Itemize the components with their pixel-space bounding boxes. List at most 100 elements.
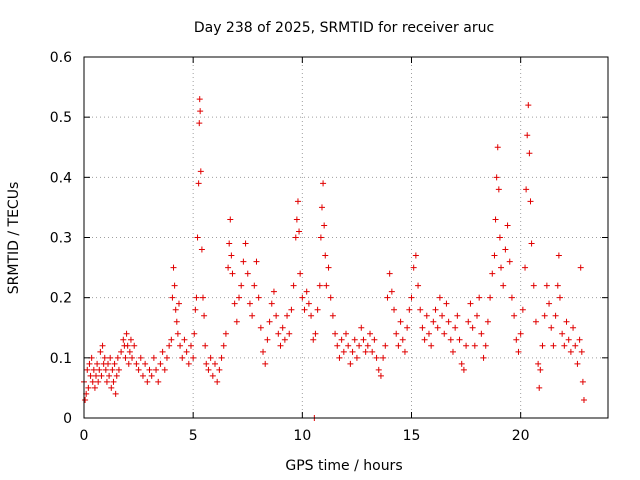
data-point xyxy=(153,366,160,373)
data-point xyxy=(410,264,417,271)
data-point xyxy=(489,270,496,277)
data-point xyxy=(150,354,157,361)
data-point xyxy=(314,306,321,313)
data-point xyxy=(236,294,243,301)
data-point xyxy=(194,234,201,241)
data-point xyxy=(436,294,443,301)
data-point xyxy=(480,354,487,361)
data-point xyxy=(275,330,282,337)
data-point xyxy=(332,330,339,337)
y-tick-label: 0.3 xyxy=(50,231,72,247)
data-point xyxy=(421,336,428,343)
data-point xyxy=(293,216,300,223)
data-point xyxy=(484,318,491,325)
data-point xyxy=(195,180,202,187)
data-point xyxy=(320,180,327,187)
data-point xyxy=(203,360,210,367)
data-point xyxy=(193,294,200,301)
data-point xyxy=(212,360,218,367)
data-point xyxy=(229,270,236,277)
data-point xyxy=(94,360,101,367)
data-point xyxy=(107,354,114,361)
data-point xyxy=(218,354,225,361)
data-point xyxy=(196,120,203,127)
data-point xyxy=(244,270,251,277)
x-tick-label: 15 xyxy=(403,428,421,444)
data-point xyxy=(384,294,391,301)
data-point xyxy=(524,132,531,139)
data-point xyxy=(125,360,132,367)
data-point xyxy=(303,288,310,295)
data-point xyxy=(103,378,110,385)
data-point xyxy=(202,342,209,349)
data-point xyxy=(157,360,164,367)
data-point xyxy=(537,366,544,373)
data-point xyxy=(197,108,204,115)
data-point xyxy=(253,258,260,265)
data-point xyxy=(127,336,134,343)
data-point xyxy=(139,372,146,379)
y-tick-label: 0.5 xyxy=(50,110,72,126)
data-point xyxy=(174,330,181,337)
data-point xyxy=(325,264,332,271)
data-point xyxy=(404,324,411,331)
data-point xyxy=(113,372,120,379)
data-point xyxy=(228,252,235,259)
data-point xyxy=(296,228,303,235)
data-point xyxy=(578,348,585,355)
data-point xyxy=(240,258,247,265)
data-point xyxy=(179,354,186,361)
data-point xyxy=(360,336,367,343)
data-point xyxy=(172,306,179,313)
data-point xyxy=(406,306,413,313)
data-point xyxy=(527,198,534,205)
data-point xyxy=(454,312,461,319)
data-point xyxy=(334,342,341,349)
data-point xyxy=(345,342,352,349)
data-point xyxy=(133,360,140,367)
data-point xyxy=(525,102,532,109)
data-point xyxy=(175,300,182,307)
data-point xyxy=(95,378,102,385)
data-point xyxy=(310,336,317,343)
data-point xyxy=(124,342,131,349)
data-point xyxy=(487,294,494,301)
data-point xyxy=(412,252,419,259)
grid-lines xyxy=(84,57,608,418)
data-point xyxy=(519,306,526,313)
data-point xyxy=(517,330,524,337)
data-point xyxy=(563,318,570,325)
data-point xyxy=(550,342,557,349)
data-point xyxy=(284,312,291,319)
data-point xyxy=(528,240,535,247)
data-point xyxy=(425,330,432,337)
data-point xyxy=(463,342,470,349)
data-point xyxy=(460,366,467,373)
data-point xyxy=(577,264,584,271)
data-point xyxy=(474,312,480,319)
data-point xyxy=(395,342,402,349)
data-point xyxy=(541,312,548,319)
data-point xyxy=(494,144,501,151)
data-point xyxy=(181,336,188,343)
data-point xyxy=(445,318,452,325)
data-point xyxy=(170,264,177,271)
data-point xyxy=(109,366,116,373)
data-point xyxy=(290,282,297,289)
data-point xyxy=(292,234,299,241)
data-point xyxy=(399,336,406,343)
data-point xyxy=(322,252,329,259)
data-point xyxy=(552,312,559,319)
data-point xyxy=(391,306,398,313)
data-point xyxy=(452,324,459,331)
data-point xyxy=(120,336,127,343)
data-point xyxy=(491,252,498,259)
data-point xyxy=(358,324,365,331)
data-point xyxy=(148,372,155,379)
data-point xyxy=(96,366,103,373)
data-point xyxy=(428,342,435,349)
data-point xyxy=(467,300,474,307)
data-point xyxy=(449,348,456,355)
data-point xyxy=(536,384,543,391)
